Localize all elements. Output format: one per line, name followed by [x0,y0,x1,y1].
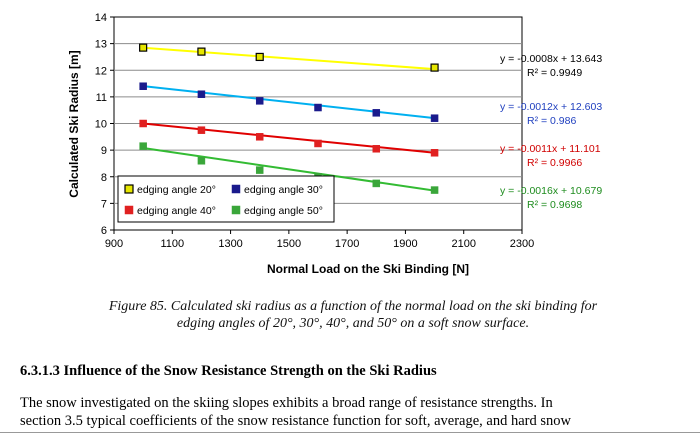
fit-r2-label: R² = 0.9949 [527,67,582,79]
legend-label: edging angle 20° [137,184,216,196]
x-tick-label: 2300 [510,238,534,250]
body-paragraph: The snow investigated on the skiing slop… [20,394,688,430]
legend-swatch [231,205,241,215]
data-point [139,119,147,128]
legend-swatch [124,184,134,194]
data-point [255,166,264,174]
fit-equations: y = -0.0008x + 13.643 R² = 0.9949 y = -0.0… [500,53,602,211]
legend-label: edging angle 40° [137,205,216,217]
data-point [197,126,206,134]
fit-r2-label: R² = 0.9698 [527,199,582,211]
fit-r2-label: R² = 0.986 [527,115,576,127]
fit-equation-label: y = -0.0012x + 12.603 [500,101,602,113]
y-tick-label: 6 [101,225,107,237]
data-point [197,47,206,56]
data-point [255,52,264,62]
y-tick-label: 12 [95,65,107,77]
data-point [255,133,264,141]
data-point [314,139,322,148]
x-tick-label: 2100 [451,238,475,250]
body-line-1: The snow investigated on the skiing slop… [20,395,553,411]
trendline [143,122,435,154]
fit-r2-label: R² = 0.9966 [527,157,582,169]
figure-caption: Figure 85. Calculated ski radius as a fu… [28,298,678,332]
section-heading: 6.3.1.3 Influence of the Snow Resistance… [20,363,437,379]
y-tick-label: 9 [101,145,107,157]
fit-equation-label: y = -0.0016x + 10.679 [500,185,602,197]
data-point [430,114,439,122]
fit-equation-label: y = -0.0011x + 11.101 [500,143,601,155]
data-point [139,82,147,90]
data-point [430,63,439,72]
data-point [372,109,381,117]
legend-label: edging angle 50° [244,205,323,217]
caption-line-2: edging angles of 20°, 30°, 40°, and 50° … [176,316,530,331]
trendlines [142,46,435,192]
y-tick-label: 8 [101,172,107,184]
body-line-2: section 3.5 typical coefficients of the … [20,413,571,429]
data-point [314,103,322,112]
data-point [430,149,439,157]
x-tick-labels: 900 1100 1300 1500 1700 1900 2100 2300 [105,238,534,250]
data-point [139,43,148,52]
legend-label: edging angle 30° [244,184,323,196]
y-axis-label: Calculated Ski Radius [m] [67,50,81,197]
data-point [430,186,439,194]
y-tick-label: 11 [96,92,107,104]
y-tick-label: 10 [95,119,107,131]
data-point [255,97,264,105]
legend-swatch [124,205,134,215]
x-tick-label: 900 [105,238,123,250]
x-tick-label: 1700 [335,238,359,250]
ski-radius-chart: 6 7 8 9 10 11 12 13 14 900 1100 1300 1500 1700 1900 21… [67,12,602,276]
fit-equation-label: y = -0.0008x + 13.643 [500,53,602,65]
legend: edging angle 20° edging angle 30° edging a… [117,175,335,223]
x-tick-label: 1500 [277,238,301,250]
x-axis-label: Normal Load on the Ski Binding [N] [267,262,469,276]
data-point [372,145,381,153]
data-point [372,179,381,188]
x-tick-label: 1900 [393,238,417,250]
y-tick-label: 7 [101,198,107,210]
data-point [197,90,206,98]
data-point [139,142,147,150]
trendline [143,46,435,71]
legend-box [117,175,335,223]
x-tick-label: 1100 [160,238,184,250]
bottom-divider [0,432,700,433]
trendline [143,85,435,120]
y-tick-label: 13 [95,39,107,51]
caption-line-1: Figure 85. Calculated ski radius as a fu… [108,299,598,314]
y-tick-label: 14 [95,12,107,24]
data-point [197,157,206,165]
y-tick-labels: 6 7 8 9 10 11 12 13 14 [95,12,107,237]
x-tick-label: 1300 [218,238,242,250]
trendline [142,147,435,192]
legend-swatch [231,184,241,194]
